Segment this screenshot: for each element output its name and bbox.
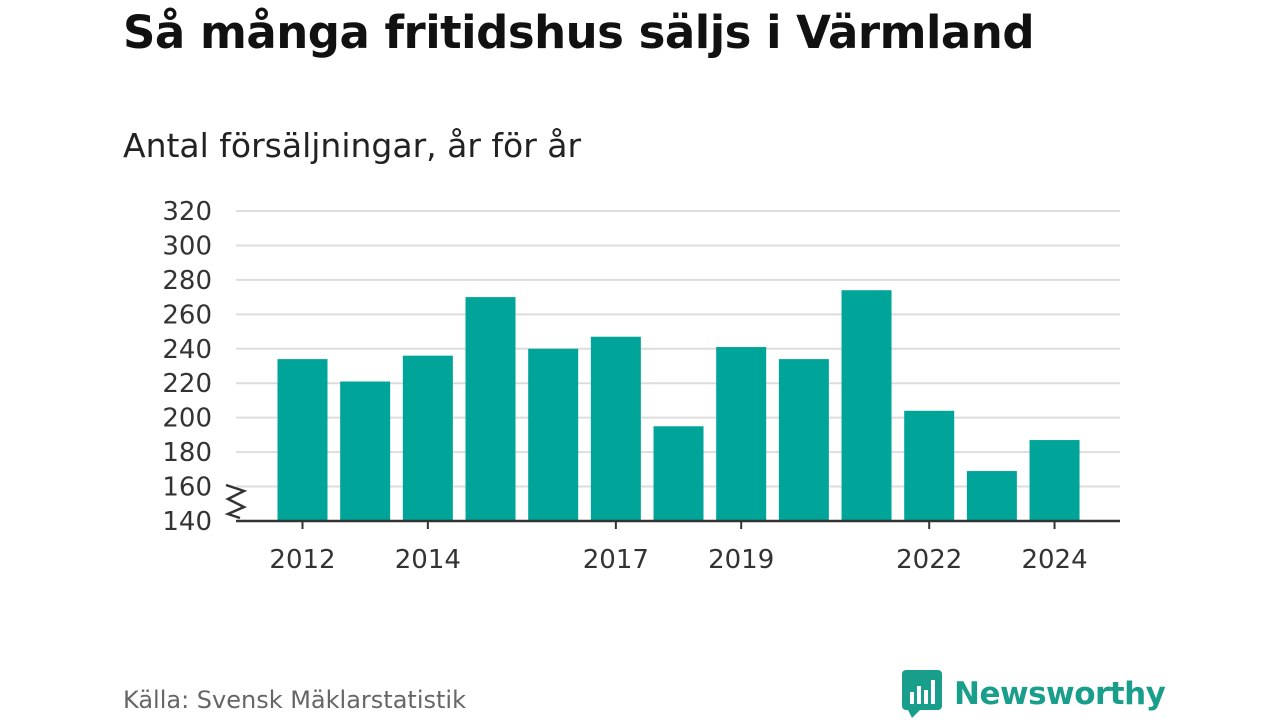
chart-subtitle: Antal försäljningar, år för år — [123, 126, 582, 165]
y-tick-label: 240 — [162, 335, 212, 365]
bar-2012 — [277, 359, 328, 521]
bar-2017 — [590, 336, 641, 521]
bar-2015 — [465, 297, 516, 521]
bar-2021 — [841, 290, 892, 521]
bar-2022 — [904, 410, 955, 521]
bar-2023 — [966, 471, 1017, 521]
y-tick-label: 140 — [162, 507, 212, 537]
axis-break-icon — [224, 483, 248, 520]
x-tick-label: 2017 — [583, 545, 649, 575]
bar-2014 — [402, 355, 453, 521]
x-tick-label: 2014 — [395, 545, 461, 575]
y-tick-label: 260 — [162, 300, 212, 330]
y-tick-label: 180 — [162, 438, 212, 468]
x-tick-label: 2024 — [1021, 545, 1087, 575]
y-tick-label: 160 — [162, 473, 212, 503]
y-tick-label: 280 — [162, 266, 212, 296]
chart-title: Så många fritidshus säljs i Värmland — [123, 6, 1035, 59]
bar-2018 — [653, 426, 704, 521]
y-tick-label: 200 — [162, 404, 212, 434]
bar-2019 — [716, 347, 767, 521]
bar-2013 — [340, 381, 391, 521]
x-tick-label: 2019 — [708, 545, 774, 575]
y-tick-label: 300 — [162, 231, 212, 261]
source-note: Källa: Svensk Mäklarstatistik — [123, 686, 466, 714]
bar-2016 — [528, 348, 579, 521]
brand-logo: Newsworthy — [902, 670, 1166, 718]
x-tick-label: 2022 — [896, 545, 962, 575]
y-tick-label: 220 — [162, 369, 212, 399]
brand-name: Newsworthy — [954, 676, 1166, 712]
bar-2020 — [778, 359, 829, 521]
bar-2024 — [1029, 440, 1080, 521]
y-tick-label: 320 — [162, 197, 212, 227]
x-tick-label: 2012 — [269, 545, 335, 575]
newsworthy-logo-icon — [902, 670, 942, 718]
